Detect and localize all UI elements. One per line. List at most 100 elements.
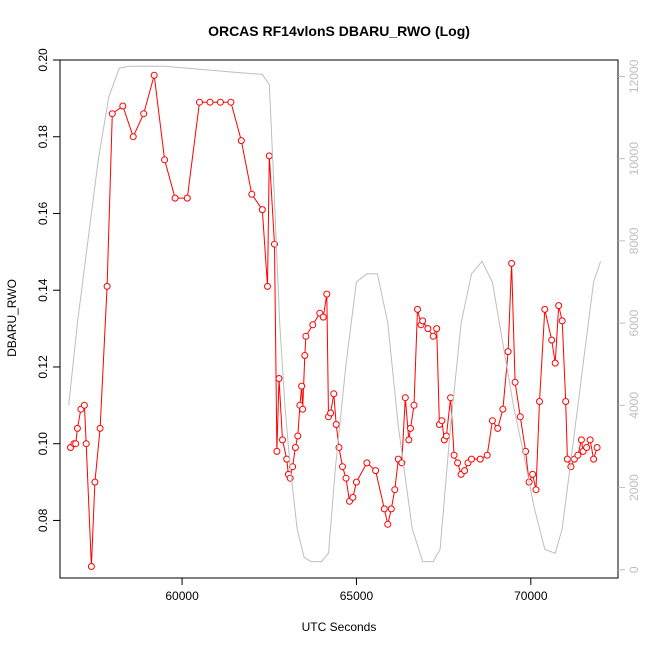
data-point [275, 375, 283, 382]
data-point [424, 325, 432, 333]
data-point [414, 305, 421, 313]
y2-tick-label: 6000 [627, 309, 641, 336]
data-point [73, 424, 81, 432]
data-point [352, 478, 360, 486]
data-point [454, 459, 462, 467]
y-axis-label: DBARU_RWO [5, 279, 19, 357]
data-point [405, 436, 413, 444]
data-point [551, 359, 559, 367]
y2-tick-label: 8000 [627, 227, 641, 254]
y-tick-label: 0.14 [36, 278, 50, 302]
data-point [87, 563, 95, 570]
data-point [433, 325, 441, 333]
y-tick-label: 0.10 [36, 432, 50, 456]
data-point [216, 98, 224, 106]
data-point [332, 421, 340, 428]
plot-frame [59, 59, 619, 579]
data-point [196, 98, 203, 106]
data-point [380, 505, 388, 513]
y2-tick-label: 0 [627, 566, 641, 573]
data-point [438, 417, 446, 425]
data-point [494, 424, 502, 432]
data-point [319, 313, 327, 321]
data-point [590, 455, 598, 463]
data-point [161, 156, 169, 164]
data-point [119, 102, 127, 110]
data-point [536, 398, 543, 405]
data-point [91, 478, 99, 486]
data-point [129, 133, 137, 141]
y2-tick-label: 12000 [627, 59, 641, 93]
data-point [302, 332, 310, 340]
data-point [264, 282, 271, 290]
data-point [339, 463, 346, 471]
data-point [80, 401, 88, 409]
data-point [309, 321, 317, 329]
data-point [558, 317, 566, 325]
data-point [258, 206, 266, 214]
y2-tick-label: 10000 [627, 142, 641, 176]
data-point [563, 455, 571, 463]
x-tick-label: 60000 [165, 589, 199, 603]
data-point [511, 378, 519, 386]
data-point [483, 451, 491, 459]
data-point [562, 398, 570, 405]
data-point [586, 436, 594, 444]
y-tick-label: 0.18 [36, 125, 50, 149]
y-axis-right: 0 2000 4000 6000 8000 10000 12000 [618, 59, 641, 573]
y-axis-left: 0.08 0.10 0.12 0.14 0.16 0.18 0.20 [36, 48, 60, 532]
data-point [555, 302, 563, 310]
data-point [407, 424, 414, 432]
data-point [541, 305, 549, 313]
data-point [342, 474, 350, 482]
y-tick-label: 0.20 [36, 48, 50, 72]
data-point [291, 444, 299, 451]
data-point [419, 317, 427, 325]
data-point [583, 444, 591, 451]
data-point [372, 467, 380, 475]
data-point [301, 352, 309, 359]
data-point [532, 486, 540, 494]
data-point [488, 417, 496, 425]
data-point [248, 190, 256, 198]
data-point [387, 505, 395, 513]
data-point [516, 413, 524, 421]
data-point [323, 290, 331, 298]
data-point [206, 98, 214, 106]
data-point [447, 394, 455, 402]
data-point [450, 451, 458, 459]
data-point [108, 110, 116, 118]
y2-tick-label: 4000 [627, 392, 641, 419]
data-point [279, 436, 286, 444]
y-tick-label: 0.08 [36, 508, 50, 532]
data-point [96, 424, 104, 432]
data-point [150, 71, 158, 79]
data-point [429, 332, 437, 340]
x-tick-label: 70000 [514, 589, 548, 603]
data-point [401, 394, 409, 402]
data-point [504, 348, 512, 356]
data-point [499, 405, 507, 413]
data-point [289, 463, 297, 471]
data-point [529, 470, 537, 478]
data-point [273, 447, 281, 455]
data-point [391, 486, 399, 494]
data-point [72, 440, 80, 448]
data-point [82, 440, 90, 448]
chart-title: ORCAS RF14vlonS DBARU_RWO (Log) [208, 23, 470, 39]
data-point [140, 110, 148, 118]
data-point [183, 194, 191, 202]
data-point [327, 409, 335, 417]
data-point [442, 432, 450, 440]
series-layer [67, 65, 602, 570]
data-point [265, 152, 273, 160]
data-point [363, 459, 371, 467]
data-point [227, 98, 235, 106]
data-point [171, 194, 179, 202]
data-point [476, 455, 484, 463]
data-point [294, 432, 302, 440]
data-point [349, 493, 357, 501]
altitude-series-line [68, 65, 602, 563]
